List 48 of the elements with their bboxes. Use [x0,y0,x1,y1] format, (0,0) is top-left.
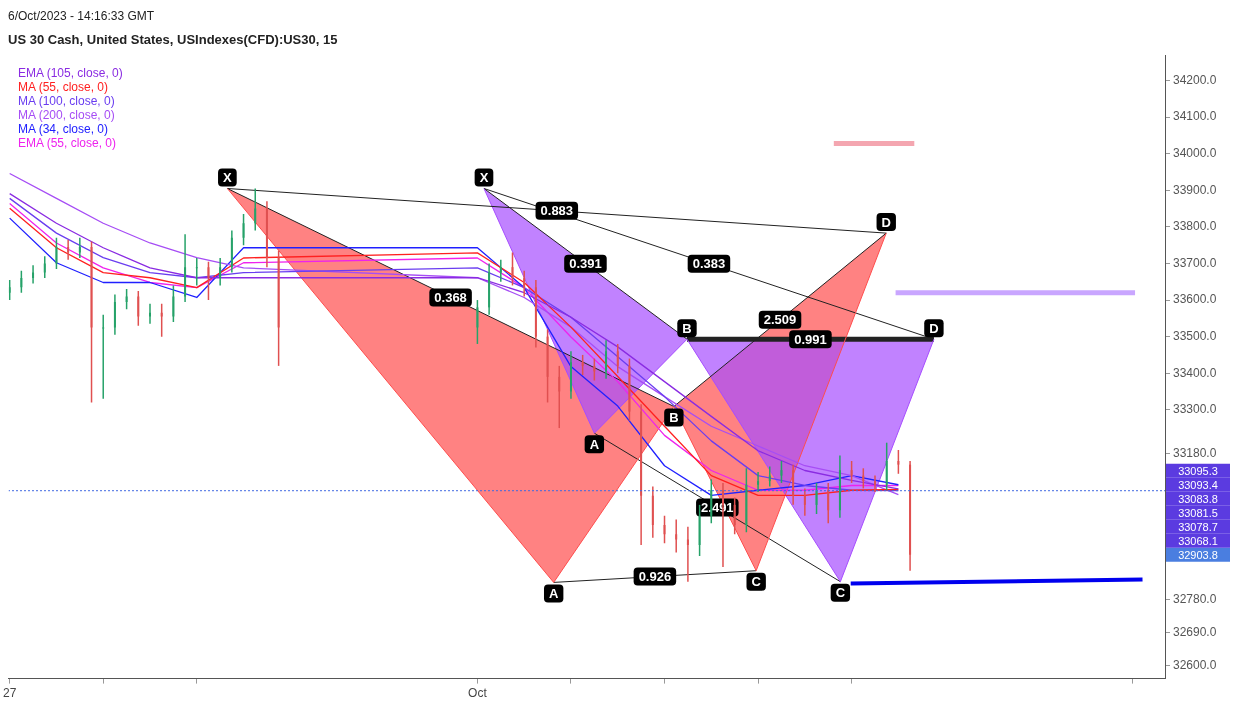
y-tick-label: 33600.0 [1173,292,1217,307]
text: MA (55, close, 0) [18,80,110,94]
y-tick-label: 33800.0 [1173,219,1217,234]
text: 33093.4 [1178,478,1218,491]
chart-title: US 30 Cash, United States, USIndexes(CFD):US30, 15 [8,32,338,47]
text: 33078.7 [1178,520,1218,533]
text: 33081.5 [1178,506,1218,519]
text: 33095.3 [1178,464,1218,477]
text: EMA (55, close, 0) [18,136,118,150]
annotation: A [589,436,600,452]
y-tick-label: 33500.0 [1173,328,1217,343]
annotation: 0.368 [434,290,467,306]
y-tick-label: 32780.0 [1173,592,1217,607]
annotation: C [751,574,762,590]
annotation: 0.383 [692,256,726,272]
annotation: B [669,410,679,426]
y-tick-label: 32600.0 [1173,658,1217,673]
x-tick-label: Oct [468,686,488,701]
y-tick-label: 32690.0 [1173,625,1217,640]
annotation: 0.991 [794,331,827,347]
annotation: X [223,170,233,186]
annotation: A [548,585,559,601]
y-tick-label: 33180.0 [1173,445,1217,460]
y-tick-label: 33400.0 [1173,365,1217,380]
y-tick-label: 34100.0 [1173,109,1217,124]
text: MA (200, close, 0) [18,108,116,122]
annotation: C [835,585,846,601]
annotation: 2.509 [763,312,797,328]
text: MA (100, close, 0) [18,94,116,108]
annotation: D [881,214,891,230]
y-tick-label: 33700.0 [1173,255,1217,270]
x-tick-label: 27 [2,686,17,701]
text: 33068.1 [1178,534,1218,547]
text: EMA (105, close, 0) [18,66,123,80]
y-tick-label: 34200.0 [1173,72,1217,87]
y-tick-label: 33300.0 [1173,402,1217,417]
text: MA (34, close, 0) [18,122,110,136]
annotation: X [479,170,489,186]
annotation: 0.883 [540,203,574,219]
y-tick-label: 33900.0 [1173,182,1217,197]
annotation: D [929,320,939,336]
annotation: 0.391 [569,256,602,272]
annotation: 0.926 [638,569,672,585]
y-tick-label: 34000.0 [1173,146,1217,161]
chart-subtitle: 6/Oct/2023 - 14:16:33 GMT [8,9,155,23]
text: 32903.8 [1178,548,1218,561]
annotation: B [682,320,692,336]
text: 33083.8 [1178,492,1218,505]
